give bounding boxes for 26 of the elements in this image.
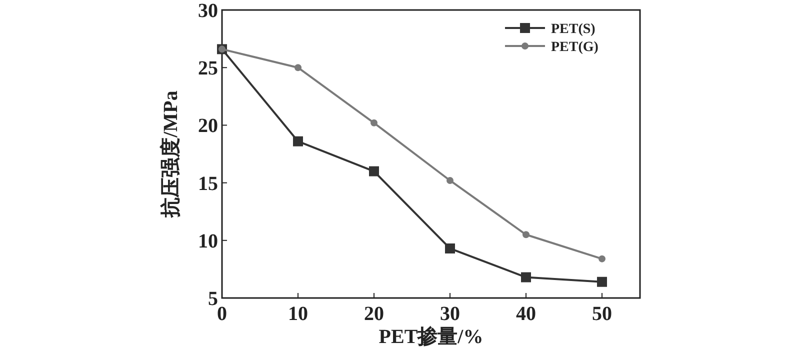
point xyxy=(370,119,378,126)
x-tick-label: 30 xyxy=(440,303,460,325)
point xyxy=(294,64,302,72)
y-tick-label: 10 xyxy=(198,230,218,252)
point xyxy=(445,243,455,254)
legend-label: PET(S) xyxy=(551,22,596,37)
x-tick-label: 40 xyxy=(516,303,536,325)
x-tick-label: 0 xyxy=(217,303,227,325)
point xyxy=(597,276,607,287)
y-tick-label: 15 xyxy=(198,172,218,195)
legend-label: PET(G) xyxy=(551,40,599,55)
point xyxy=(522,231,530,238)
point xyxy=(293,136,303,146)
point xyxy=(521,272,531,282)
y-tick-label: 30 xyxy=(198,0,218,22)
y-tick-label: 25 xyxy=(198,58,218,80)
x-axis-title: PET掺量/% xyxy=(378,325,484,348)
y-tick-label: 20 xyxy=(198,115,218,138)
x-tick-label: 20 xyxy=(364,303,384,325)
point xyxy=(598,255,606,262)
y-axis-title: 抗压强度/MPa xyxy=(159,90,182,218)
x-tick-label: 50 xyxy=(592,303,612,325)
point xyxy=(446,176,454,184)
point xyxy=(369,166,379,176)
x-tick-label: 10 xyxy=(288,303,308,325)
y-tick-label: 5 xyxy=(208,288,218,310)
